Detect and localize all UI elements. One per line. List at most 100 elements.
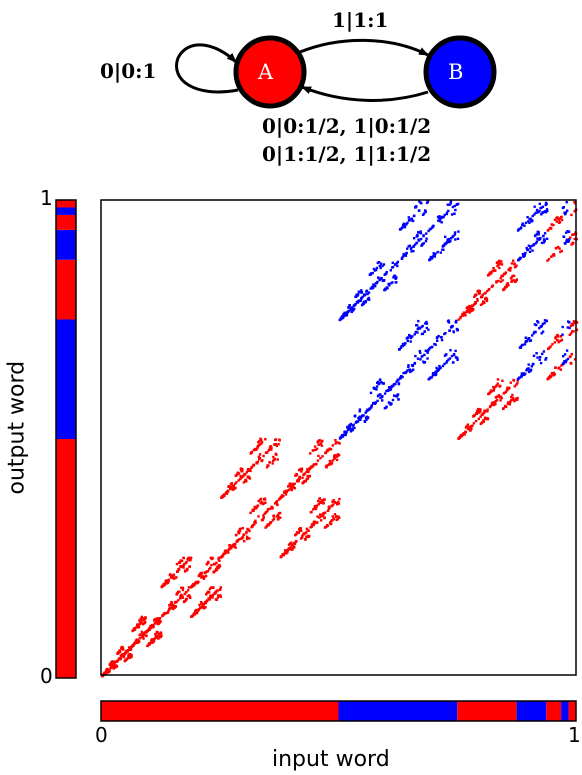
fractal-point	[480, 295, 484, 298]
fractal-point	[184, 599, 187, 602]
fractal-point	[464, 430, 467, 434]
fractal-point	[553, 254, 556, 257]
fractal-point	[277, 513, 280, 517]
fractal-point	[217, 558, 220, 561]
fractal-point	[500, 260, 503, 263]
fractal-point	[546, 209, 549, 213]
fractal-point	[253, 523, 256, 526]
fractal-point	[326, 509, 330, 512]
fractal-point	[532, 362, 535, 366]
fractal-point	[127, 649, 130, 652]
fractal-point	[219, 594, 222, 597]
fractal-point	[495, 280, 498, 283]
fractal-point	[160, 634, 163, 637]
fractal-point	[540, 241, 544, 245]
fractal-point	[242, 533, 246, 536]
fractal-point	[571, 330, 574, 333]
fractal-point	[261, 459, 264, 462]
fractal-point	[334, 442, 337, 445]
fractal-point	[533, 213, 536, 216]
fractal-point	[396, 260, 400, 264]
fractal-point	[204, 574, 208, 578]
fractal-point	[326, 524, 329, 528]
fractal-point	[322, 501, 325, 505]
fractal-point	[560, 215, 563, 219]
fractal-point	[185, 561, 188, 564]
fractal-point	[328, 447, 331, 450]
fractal-point	[397, 398, 400, 401]
fractal-point	[269, 521, 273, 524]
fractal-point	[438, 219, 441, 223]
fractal-point	[506, 386, 509, 389]
fractal-point	[328, 463, 331, 466]
fractal-point	[320, 444, 324, 447]
fractal-point	[417, 231, 420, 234]
fractal-point	[525, 369, 528, 372]
fractal-point	[378, 264, 381, 268]
fractal-point	[358, 408, 362, 411]
fractal-point	[293, 546, 296, 549]
input-bar-segment	[101, 701, 339, 721]
fractal-point	[370, 405, 373, 409]
fractal-point	[359, 416, 363, 419]
fractal-point	[424, 210, 427, 213]
fractal-point	[545, 208, 549, 211]
fractal-point	[332, 517, 336, 520]
fractal-point	[242, 474, 245, 477]
fractal-point	[571, 322, 574, 325]
fractal-point	[457, 230, 460, 233]
fractal-point	[383, 279, 386, 282]
input-bar-segment	[338, 701, 458, 721]
fractal-point	[381, 264, 384, 268]
fractal-point	[490, 389, 493, 392]
fractal-point	[185, 590, 188, 594]
fractal-point	[303, 532, 306, 535]
fractal-point	[406, 247, 409, 250]
fractal-point	[565, 201, 568, 204]
state-a-label: A	[258, 60, 274, 84]
fractal-point	[449, 202, 452, 205]
fractal-point	[150, 626, 153, 629]
fractal-point	[495, 384, 498, 387]
fractal-point	[330, 522, 333, 525]
fractal-point	[239, 475, 242, 478]
fractal-point	[209, 566, 212, 569]
fractal-point	[108, 669, 111, 672]
fractal-point	[404, 371, 407, 374]
fractal-point	[402, 371, 405, 375]
fractal-point	[333, 457, 337, 460]
fractal-point	[188, 595, 191, 598]
fractal-point	[320, 519, 323, 522]
fractal-point	[492, 267, 495, 270]
fractal-point	[208, 598, 211, 601]
fractal-point	[130, 655, 133, 658]
fractal-point	[406, 339, 409, 343]
fractal-point	[442, 215, 445, 219]
fractal-point	[298, 477, 301, 480]
fractal-point	[227, 485, 231, 488]
fractal-point	[481, 413, 485, 416]
fractal-point	[397, 379, 400, 382]
fractal-point	[405, 251, 408, 255]
fractal-point	[496, 395, 499, 398]
fractal-point	[319, 442, 323, 445]
fractal-point	[568, 326, 571, 330]
fractal-point	[438, 215, 441, 218]
fractal-point	[499, 395, 503, 398]
fractal-point	[529, 247, 532, 250]
fractal-point	[453, 231, 457, 234]
fractal-point	[389, 387, 393, 391]
fractal-point	[266, 508, 270, 511]
fractal-point	[493, 387, 496, 390]
fractal-point	[570, 243, 573, 246]
fractal-point	[426, 357, 429, 360]
fractal-point	[510, 396, 513, 399]
fractal-point	[208, 596, 212, 600]
fractal-point	[277, 443, 280, 446]
fractal-point	[139, 633, 142, 636]
fractal-point	[456, 237, 460, 240]
fractal-point	[423, 353, 426, 357]
fractal-point	[440, 336, 443, 339]
fractal-point	[111, 665, 115, 668]
fractal-point	[335, 515, 338, 518]
